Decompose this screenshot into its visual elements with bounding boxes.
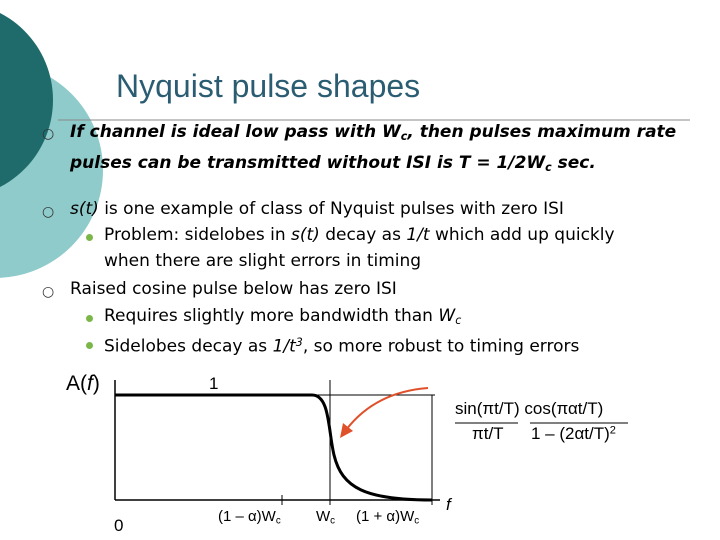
x-label: Wc <box>316 508 335 526</box>
text: , so more robust to timing errors <box>302 336 580 357</box>
sub-bullet-marker <box>86 342 93 349</box>
text: cos(παt/T) <box>524 399 604 418</box>
formula-denominator: 1 – (2αt/T)2 <box>531 424 616 444</box>
text: 1/t <box>406 225 430 245</box>
text: Sidelobes decay as <box>104 336 273 357</box>
sub-bullet: Problem: sidelobes in s(t) decay as 1/t … <box>104 222 624 274</box>
text: (1 – α)W <box>218 508 276 525</box>
text: c <box>275 515 281 527</box>
formula-denominator: πt/T <box>472 424 504 443</box>
sub-bullet-marker <box>86 315 93 322</box>
text: 1/t <box>272 336 296 357</box>
y-label: A(f) <box>66 372 100 396</box>
bullet-marker: ○ <box>42 284 55 300</box>
sub-bullet-marker <box>86 234 93 241</box>
bullet: s(t) is one example of class of Nyquist … <box>70 196 564 222</box>
bullet: If channel is ideal low pass with Wc, th… <box>70 119 700 181</box>
text: c <box>414 515 420 527</box>
text: Problem: sidelobes in <box>104 225 291 245</box>
x-axis-label: f <box>446 495 451 514</box>
x-label: (1 – α)Wc <box>218 508 281 526</box>
text: W <box>316 508 331 525</box>
arrow-head <box>340 423 353 438</box>
text: 1 – (2αt/T) <box>531 424 610 443</box>
text: c <box>400 129 408 143</box>
origin-label: 0 <box>114 516 124 535</box>
text: c <box>545 160 552 174</box>
text: ) <box>92 372 100 395</box>
text: c <box>455 313 462 327</box>
text: 2 <box>609 424 616 437</box>
text: (1 + α)W <box>356 508 415 525</box>
text: sec. <box>551 152 596 173</box>
text: W <box>438 306 456 326</box>
text: 3 <box>295 336 303 349</box>
pulse-curve <box>115 393 433 502</box>
text: Raised cosine pulse below has zero ISI <box>70 279 397 299</box>
text: A( <box>66 372 87 395</box>
text: decay as <box>319 225 407 245</box>
bullet-marker: ○ <box>42 126 55 142</box>
x-label: (1 + α)Wc <box>356 508 419 526</box>
level-label: 1 <box>209 374 219 393</box>
sub-bullet: Requires slightly more bandwidth than Wc <box>104 303 461 334</box>
text: Requires slightly more bandwidth than <box>104 306 439 326</box>
formula-numerator: sin(πt/T) cos(παt/T) <box>455 399 603 419</box>
text: s(t) <box>70 199 99 219</box>
bullet-marker: ○ <box>42 204 55 220</box>
text: is one example of class of Nyquist pulse… <box>98 199 564 219</box>
text: c <box>330 515 336 527</box>
text: , then pulses maximum rate pulses can be… <box>70 122 677 173</box>
decor-circle-dark <box>0 12 53 188</box>
arrow <box>345 387 429 431</box>
text: f <box>87 372 93 395</box>
text: sin(πt/T) <box>455 399 520 418</box>
bullet: Raised cosine pulse below has zero ISI <box>70 276 397 302</box>
title: Nyquist pulse shapes <box>116 68 421 104</box>
text: which add up quickly when there are slig… <box>104 225 615 271</box>
sub-bullet: Sidelobes decay as 1/t3, so more robust … <box>104 330 579 360</box>
text: s(t) <box>291 225 320 245</box>
text: If channel is ideal low pass with W <box>70 122 401 142</box>
